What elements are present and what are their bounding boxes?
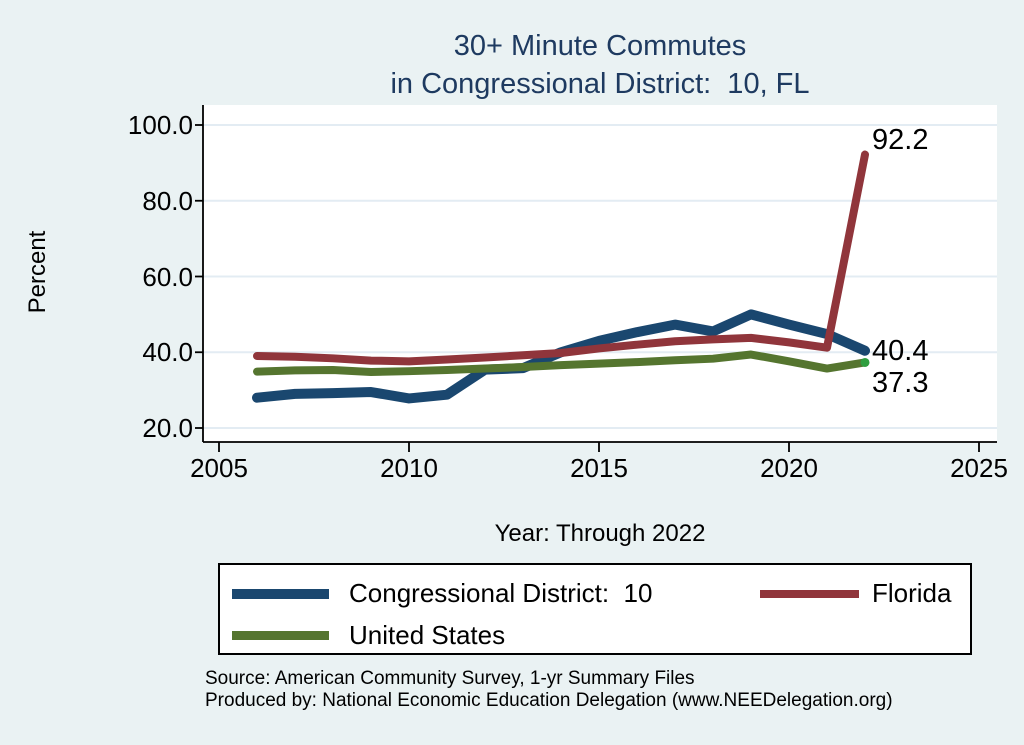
series-end-label-olive: 37.3: [872, 367, 929, 400]
x-tick-label: 2015: [570, 453, 628, 483]
legend-label-united-states: United States: [349, 620, 506, 650]
chart-title-line-2: in Congressional District: 10, FL: [390, 68, 810, 100]
produced-by-note: Produced by: National Economic Education…: [205, 690, 893, 711]
y-tick-label: 40.0: [142, 337, 193, 368]
series-end-label-navy: 40.4: [872, 334, 929, 367]
legend-box: Congressional District: 10 Florida Unite…: [218, 563, 972, 655]
y-axis-title: Percent: [24, 230, 51, 314]
x-tick-label: 2010: [380, 453, 438, 483]
x-tick-label: 2020: [760, 453, 818, 483]
legend-swatch-congressional-district: [232, 589, 329, 599]
legend-label-florida: Florida: [872, 578, 952, 608]
series-end-label-maroon: 92.2: [872, 123, 929, 156]
y-tick-label: 100.0: [127, 110, 193, 140]
x-tick-label: 2025: [950, 453, 1008, 483]
chart-title-line-1: 30+ Minute Commutes: [453, 30, 747, 62]
x-tick-label: 2005: [190, 453, 248, 483]
legend-label-congressional-district: Congressional District: 10: [349, 578, 653, 608]
source-note: Source: American Community Survey, 1-yr …: [205, 668, 695, 689]
legend-swatch-florida: [760, 590, 859, 598]
y-tick-label: 60.0: [142, 261, 193, 292]
y-tick-label: 80.0: [142, 185, 193, 216]
x-axis-title: Year: Through 2022: [494, 520, 706, 547]
y-tick-label: 20.0: [142, 413, 193, 443]
legend-swatch-united-states: [232, 631, 329, 640]
